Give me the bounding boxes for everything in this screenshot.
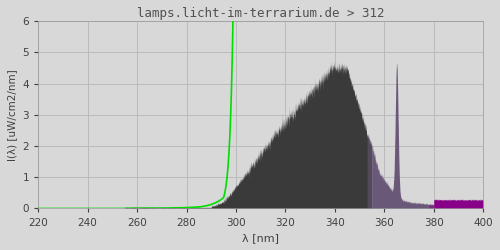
- Y-axis label: I(λ) [uW/cm2/nm]: I(λ) [uW/cm2/nm]: [7, 69, 17, 161]
- Title: lamps.licht-im-terrarium.de > 312: lamps.licht-im-terrarium.de > 312: [137, 7, 384, 20]
- X-axis label: λ [nm]: λ [nm]: [242, 233, 279, 243]
